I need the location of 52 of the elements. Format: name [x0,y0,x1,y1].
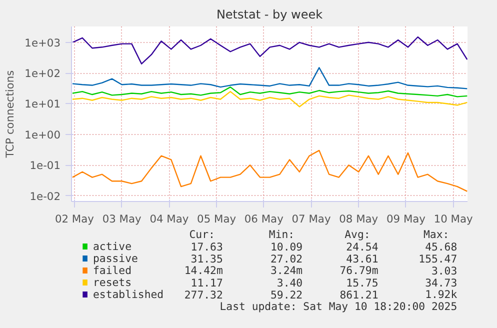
text: 76.79m [340,264,378,277]
y-axis-title: TCP connections [4,70,17,159]
legend-label: failed [93,264,132,277]
x-tick-label: 07 May [292,212,331,226]
text: 10.09 [270,240,303,254]
text: Avg: [344,228,370,241]
text: 43.61 [346,252,378,266]
line-series [72,150,468,192]
y-tick-label: 1e+03 [24,36,61,50]
text: 45.68 [425,240,458,254]
x-tick-label: 08 May [339,212,378,226]
y-tick-label: 1e-02 [30,190,61,203]
text: 14.42m [184,264,223,277]
x-tick-label: 10 May [434,212,473,226]
x-tick-label: 06 May [244,212,284,226]
legend-label: passive [93,252,138,265]
y-tick-label: 1e+01 [24,98,61,111]
text: 3.03 [431,264,458,278]
legend-label: established [93,288,164,301]
line-series [72,86,468,98]
y-tick-label: 1e+00 [24,128,61,142]
line-series [72,36,468,64]
text: 3.24m [270,264,303,277]
x-tick-label: 02 May [54,212,94,226]
text: 277.32 [184,288,223,302]
text: 31.35 [190,252,223,266]
line-series [72,90,468,108]
x-tick-label: 04 May [150,212,189,226]
x-tick-label: 05 May [197,212,236,226]
text: 155.47 [418,252,458,266]
line-series [72,67,468,90]
x-tick-label: 09 May [386,212,426,226]
legend-label: active [93,240,132,253]
chart-title: Netstat - by week [216,8,323,22]
text: 861.21 [340,288,378,302]
y-tick-label: 1e+02 [24,67,61,80]
legend-label: resets [93,276,132,289]
text: 27.02 [270,252,303,266]
text: Last update: Sat May 10 18:20:00 2025 [220,300,458,313]
text: 17.63 [190,240,223,254]
text: 11.17 [190,276,223,290]
text: 59.22 [270,288,303,302]
text: Max: [424,228,450,241]
text: 15.75 [346,276,378,290]
text: 34.73 [425,276,458,290]
text: 24.54 [346,240,378,254]
text: Min: [268,228,295,241]
text: 1.92k [425,288,458,301]
text: 3.40 [276,276,303,290]
y-tick-label: 1e-01 [30,159,61,172]
text: Cur: [189,228,215,241]
x-tick-label: 03 May [102,212,142,226]
